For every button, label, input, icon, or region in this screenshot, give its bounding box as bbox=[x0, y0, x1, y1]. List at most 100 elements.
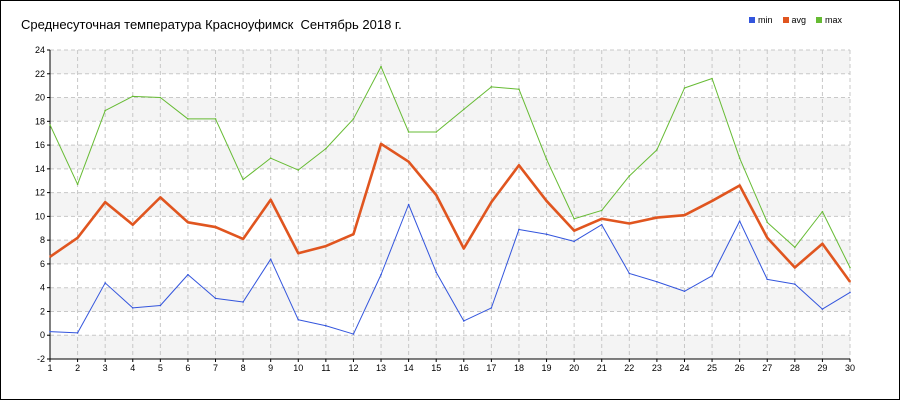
data-point-max bbox=[380, 65, 382, 68]
data-point-min bbox=[159, 304, 162, 307]
data-point-min bbox=[325, 324, 327, 327]
data-point-max bbox=[738, 157, 741, 159]
data-point-max bbox=[600, 209, 603, 212]
data-point-min bbox=[380, 273, 382, 276]
x-tick-label: 22 bbox=[624, 363, 634, 373]
legend-item-min: min bbox=[749, 15, 773, 25]
y-tick-label: -2 bbox=[37, 354, 45, 364]
data-point-min bbox=[462, 320, 465, 322]
data-point-avg bbox=[600, 217, 603, 220]
data-point-max bbox=[656, 149, 658, 151]
data-point-max bbox=[104, 109, 106, 112]
data-point-max bbox=[766, 221, 769, 224]
x-tick-label: 2 bbox=[75, 363, 80, 373]
chart-legend: min avg max bbox=[749, 15, 842, 25]
data-point-avg bbox=[76, 236, 79, 239]
data-point-avg bbox=[131, 223, 134, 226]
data-point-max bbox=[849, 266, 851, 269]
x-tick-label: 16 bbox=[459, 363, 469, 373]
series-line-avg bbox=[49, 142, 852, 283]
data-point-min bbox=[297, 318, 300, 321]
data-point-min bbox=[104, 282, 106, 284]
data-point-max bbox=[159, 96, 162, 99]
data-point-min bbox=[628, 272, 631, 275]
data-point-max bbox=[214, 118, 217, 120]
data-point-avg bbox=[352, 233, 355, 236]
data-point-min bbox=[849, 291, 851, 294]
x-tick-label: 5 bbox=[158, 363, 163, 373]
data-point-avg bbox=[269, 198, 272, 201]
data-point-avg bbox=[683, 214, 686, 216]
x-tick-label: 30 bbox=[845, 363, 855, 373]
data-point-max bbox=[518, 88, 520, 91]
data-point-avg bbox=[821, 242, 824, 245]
legend-swatch bbox=[749, 17, 755, 23]
grid-band bbox=[50, 97, 850, 122]
y-tick-label: 18 bbox=[35, 116, 45, 126]
x-tick-label: 10 bbox=[293, 363, 303, 373]
y-tick-label: 4 bbox=[40, 283, 45, 293]
y-tick-label: 12 bbox=[35, 188, 45, 198]
legend-label: avg bbox=[791, 15, 807, 25]
x-tick-label: 11 bbox=[321, 363, 330, 373]
x-tick-label: 26 bbox=[735, 363, 745, 373]
data-point-min bbox=[131, 307, 134, 309]
x-tick-label: 20 bbox=[569, 363, 579, 373]
data-point-min bbox=[545, 233, 548, 236]
x-tick-label: 3 bbox=[103, 363, 108, 373]
series-line-min bbox=[49, 204, 851, 335]
x-tick-label: 29 bbox=[817, 363, 827, 373]
legend-swatch bbox=[816, 17, 823, 23]
data-point-avg bbox=[214, 226, 217, 228]
x-tick-label: 19 bbox=[542, 363, 552, 373]
data-point-min bbox=[352, 333, 355, 335]
data-point-max bbox=[352, 118, 355, 120]
data-point-max bbox=[435, 131, 438, 133]
y-tick-label: 8 bbox=[40, 235, 45, 245]
data-point-min bbox=[269, 258, 272, 260]
legend-item-max: max bbox=[816, 15, 842, 25]
data-point-avg bbox=[49, 255, 51, 258]
data-point-avg bbox=[325, 245, 327, 247]
data-point-avg bbox=[628, 222, 631, 225]
x-tick-label: 4 bbox=[130, 363, 135, 373]
x-tick-label: 13 bbox=[376, 363, 386, 373]
grid-band bbox=[50, 287, 850, 312]
data-point-avg bbox=[545, 200, 548, 202]
data-point-min bbox=[407, 203, 410, 206]
data-point-avg bbox=[766, 236, 769, 239]
y-tick-label: 24 bbox=[35, 45, 45, 55]
data-point-avg bbox=[159, 196, 162, 199]
grid-band bbox=[50, 192, 850, 217]
x-tick-label: 1 bbox=[47, 363, 52, 373]
grid-band bbox=[50, 240, 850, 264]
data-point-max bbox=[628, 175, 631, 177]
x-tick-label: 9 bbox=[268, 363, 273, 373]
data-point-avg bbox=[407, 160, 410, 163]
data-point-min bbox=[242, 301, 244, 303]
data-point-avg bbox=[380, 143, 382, 145]
data-point-min bbox=[187, 273, 189, 276]
x-tick-label: 7 bbox=[213, 363, 218, 373]
data-point-avg bbox=[573, 229, 575, 232]
data-point-avg bbox=[711, 200, 713, 202]
x-tick-label: 27 bbox=[762, 363, 772, 373]
data-point-avg bbox=[794, 266, 796, 269]
x-tick-label: 24 bbox=[679, 363, 689, 373]
data-point-min bbox=[794, 283, 796, 285]
data-point-avg bbox=[104, 201, 106, 203]
x-tick-label: 21 bbox=[597, 363, 607, 373]
data-point-avg bbox=[738, 184, 741, 187]
data-point-max bbox=[325, 147, 327, 150]
y-tick-label: 10 bbox=[35, 211, 45, 221]
data-point-avg bbox=[462, 247, 465, 250]
y-tick-label: 2 bbox=[40, 306, 45, 316]
data-point-max bbox=[683, 87, 686, 89]
legend-item-avg: avg bbox=[782, 15, 807, 25]
data-point-min bbox=[711, 275, 713, 277]
y-tick-label: 0 bbox=[40, 330, 45, 340]
data-point-max bbox=[490, 86, 493, 88]
data-point-max bbox=[407, 131, 410, 133]
data-point-max bbox=[131, 95, 134, 98]
data-point-avg bbox=[242, 238, 244, 240]
